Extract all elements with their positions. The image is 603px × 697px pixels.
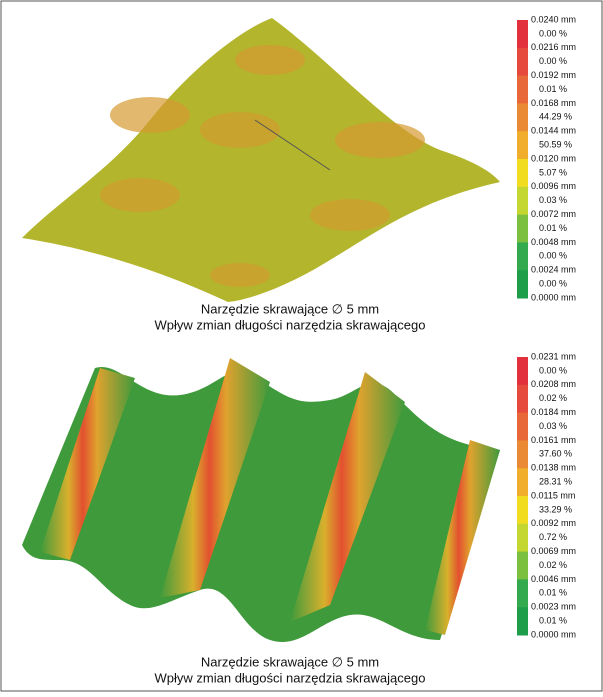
legend-swatch bbox=[517, 48, 528, 76]
legend-level: 0.0048 mm bbox=[531, 237, 576, 247]
caption: Narzędzie skrawające ∅ 5 mm bbox=[201, 654, 379, 669]
legend-swatch bbox=[517, 468, 528, 496]
legend-swatch bbox=[517, 187, 528, 215]
legend-swatch bbox=[517, 103, 528, 131]
caption: Wpływ zmian długości narzędzia skrawając… bbox=[155, 317, 426, 332]
legend-percent: 44.29 % bbox=[539, 112, 572, 122]
surface-top bbox=[22, 18, 500, 302]
legend-level: 0.0192 mm bbox=[531, 70, 576, 80]
legend-percent: 0.00 % bbox=[539, 278, 567, 288]
legend-percent: 0.72 % bbox=[539, 532, 567, 542]
legend-percent: 0.02 % bbox=[539, 393, 567, 403]
legend-swatch bbox=[517, 413, 528, 441]
legend-swatch bbox=[517, 215, 528, 243]
legend-percent: 37.60 % bbox=[539, 449, 572, 459]
legend-swatch bbox=[517, 552, 528, 580]
caption: Wpływ zmian długości narzędzia skrawając… bbox=[155, 670, 426, 685]
legend-level: 0.0069 mm bbox=[531, 546, 576, 556]
legend-percent: 0.02 % bbox=[539, 560, 567, 570]
legend-percent: 0.01 % bbox=[539, 615, 567, 625]
legend-percent: 50.59 % bbox=[539, 139, 572, 149]
caption: Narzędzie skrawające ∅ 5 mm bbox=[201, 301, 379, 316]
legend-level: 0.0231 mm bbox=[531, 351, 576, 361]
legend-level: 0.0184 mm bbox=[531, 407, 576, 417]
legend-percent: 0.03 % bbox=[539, 421, 567, 431]
legend-percent: 0.03 % bbox=[539, 195, 567, 205]
legend-level: 0.0000 mm bbox=[531, 292, 576, 302]
legend-level: 0.0161 mm bbox=[531, 435, 576, 445]
legend-level: 0.0240 mm bbox=[531, 14, 576, 24]
legend-percent: 5.07 % bbox=[539, 167, 567, 177]
legend-level: 0.0024 mm bbox=[531, 265, 576, 275]
legend-level: 0.0072 mm bbox=[531, 209, 576, 219]
legend-swatch bbox=[517, 270, 528, 298]
legend-swatch bbox=[517, 20, 528, 48]
legend-level: 0.0208 mm bbox=[531, 379, 576, 389]
legend-percent: 0.01 % bbox=[539, 223, 567, 233]
legend-level: 0.0144 mm bbox=[531, 126, 576, 136]
legend-swatch bbox=[517, 159, 528, 187]
legend-percent: 33.29 % bbox=[539, 504, 572, 514]
legend-percent: 0.01 % bbox=[539, 84, 567, 94]
legend-swatch bbox=[517, 524, 528, 552]
legend-swatch bbox=[517, 242, 528, 270]
legend-level: 0.0046 mm bbox=[531, 574, 576, 584]
legend-level: 0.0216 mm bbox=[531, 42, 576, 52]
legend-level: 0.0023 mm bbox=[531, 602, 576, 612]
legend-percent: 0.00 % bbox=[539, 28, 567, 38]
legend-level: 0.0168 mm bbox=[531, 98, 576, 108]
legend-swatch bbox=[517, 385, 528, 413]
legend-swatch bbox=[517, 357, 528, 385]
legend-swatch bbox=[517, 496, 528, 524]
legend-level: 0.0000 mm bbox=[531, 629, 576, 639]
legend-swatch bbox=[517, 579, 528, 607]
legend-level: 0.0138 mm bbox=[531, 463, 576, 473]
legend-level: 0.0115 mm bbox=[531, 490, 575, 500]
surface-bottom bbox=[22, 358, 500, 642]
legend-swatch bbox=[517, 440, 528, 468]
legend-percent: 28.31 % bbox=[539, 476, 572, 486]
legend-level: 0.0120 mm bbox=[531, 153, 576, 163]
legend-swatch bbox=[517, 76, 528, 104]
legend-level: 0.0092 mm bbox=[531, 518, 576, 528]
figure: 0.0240 mm 0.0216 mm 0.0192 mm 0.0168 mm 0.01… bbox=[0, 0, 603, 692]
legend-swatch bbox=[517, 607, 528, 635]
legend-percent: 0.00 % bbox=[539, 365, 567, 375]
legend-percent: 0.00 % bbox=[539, 56, 567, 66]
legend-level: 0.0096 mm bbox=[531, 181, 576, 191]
legend-percent: 0.00 % bbox=[539, 251, 567, 261]
legend-percent: 0.01 % bbox=[539, 588, 567, 598]
legend-swatch bbox=[517, 131, 528, 159]
